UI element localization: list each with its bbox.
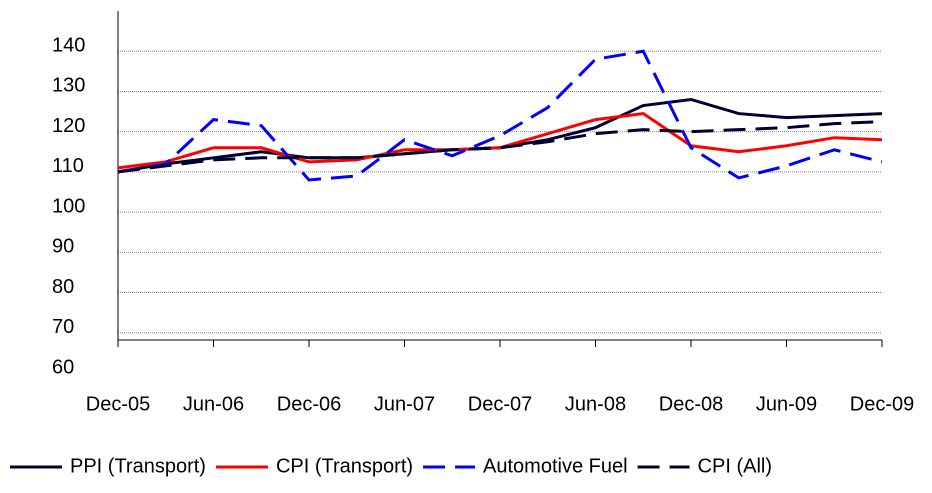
- x-tick-label: Dec-06: [277, 393, 341, 415]
- x-tick-label: Dec-07: [468, 393, 532, 415]
- legend-label: CPI (All): [698, 455, 772, 477]
- x-tick-label: Dec-05: [86, 393, 150, 415]
- y-tick-label: 100: [52, 195, 85, 217]
- y-tick-label: 130: [52, 75, 85, 97]
- y-tick-label: 110: [52, 155, 84, 177]
- y-tick-label: 60: [52, 356, 74, 378]
- x-tick-label: Jun-07: [374, 393, 435, 415]
- series-line: [117, 49, 883, 182]
- y-tick-label: 120: [52, 115, 85, 137]
- series-line: [117, 120, 883, 174]
- x-tick-label: Dec-09: [850, 393, 914, 415]
- series-line: [117, 97, 883, 174]
- y-tick-label: 80: [52, 276, 74, 298]
- x-tick-label: Jun-06: [183, 393, 244, 415]
- x-tick-label: Jun-08: [565, 393, 626, 415]
- legend-label: Automotive Fuel: [483, 455, 628, 477]
- legend-label: PPI (Transport): [70, 455, 206, 477]
- legend-label: CPI (Transport): [276, 455, 413, 477]
- x-tick-label: Jun-09: [756, 393, 817, 415]
- y-tick-label: 70: [52, 316, 74, 338]
- series-line: [117, 112, 883, 170]
- x-tick-label: Dec-08: [659, 393, 723, 415]
- y-tick-label: 140: [52, 35, 85, 57]
- y-tick-label: 90: [52, 236, 74, 258]
